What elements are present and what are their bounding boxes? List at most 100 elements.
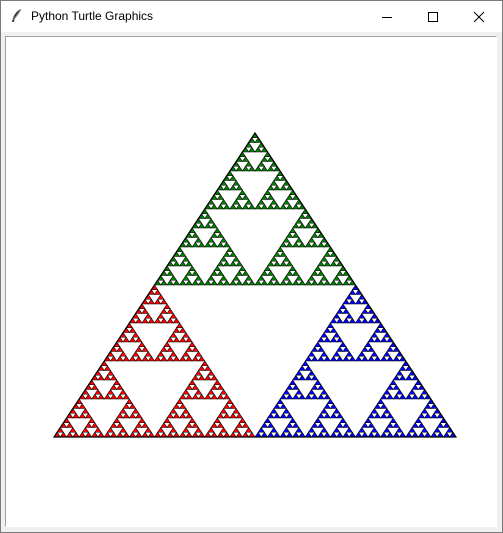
- fractal-leaf-triangle: [392, 422, 401, 428]
- fractal-leaf-triangle: [182, 350, 190, 357]
- fractal-leaf-triangle: [216, 431, 225, 438]
- fractal-leaf-triangle: [204, 365, 212, 371]
- fractal-leaf-triangle: [223, 184, 231, 191]
- fractal-leaf-triangle: [172, 327, 181, 333]
- fractal-leaf-triangle: [260, 270, 269, 276]
- fractal-leaf-triangle: [298, 393, 306, 400]
- fractal-leaf-triangle: [169, 426, 178, 433]
- fractal-leaf-triangle: [282, 388, 291, 395]
- fractal-leaf-triangle: [320, 350, 328, 357]
- fractal-leaf-triangle: [191, 346, 200, 352]
- fractal-leaf-triangle: [153, 317, 162, 324]
- fractal-leaf-triangle: [282, 198, 291, 205]
- fractal-leaf-triangle: [273, 260, 281, 267]
- fractal-leaf-triangle: [185, 422, 193, 428]
- fractal-leaf-triangle: [116, 355, 124, 362]
- fractal-leaf-triangle: [257, 160, 265, 167]
- fractal-leaf-triangle: [292, 384, 300, 390]
- fractal-leaf-triangle: [241, 270, 250, 276]
- fractal-leaf-triangle: [408, 388, 416, 395]
- fractal-leaf-triangle: [223, 279, 231, 286]
- fractal-leaf-triangle: [119, 407, 127, 414]
- fractal-leaf-triangle: [185, 260, 193, 267]
- fractal-leaf-triangle: [298, 241, 306, 248]
- fractal-leaf-triangle: [329, 336, 338, 343]
- fractal-leaf-triangle: [160, 317, 168, 324]
- fractal-leaf-triangle: [329, 355, 338, 362]
- fractal-leaf-triangle: [336, 412, 344, 419]
- fractal-leaf-triangle: [260, 279, 269, 286]
- fractal-leaf-triangle: [59, 431, 68, 438]
- fractal-leaf-triangle: [354, 431, 363, 438]
- fractal-leaf-triangle: [295, 388, 303, 395]
- fractal-leaf-triangle: [153, 355, 162, 362]
- fractal-leaf-triangle: [310, 241, 319, 248]
- fractal-leaf-triangle: [380, 431, 388, 438]
- fractal-leaf-triangle: [87, 417, 96, 424]
- fractal-leaf-triangle: [109, 422, 118, 428]
- fractal-leaf-triangle: [185, 431, 193, 438]
- fractal-leaf-triangle: [329, 431, 338, 438]
- fractal-leaf-triangle: [78, 431, 86, 438]
- fractal-leaf-triangle: [314, 379, 322, 386]
- fractal-leaf-triangle: [235, 270, 243, 276]
- fractal-leaf-triangle: [370, 407, 379, 414]
- fractal-leaf-triangle: [172, 403, 181, 409]
- fractal-leaf-triangle: [254, 203, 262, 210]
- maximize-button[interactable]: [410, 1, 456, 32]
- fractal-leaf-triangle: [119, 350, 127, 357]
- fractal-leaf-triangle: [160, 355, 168, 362]
- fractal-leaf-triangle: [398, 374, 407, 381]
- fractal-leaf-triangle: [383, 388, 391, 395]
- fractal-leaf-triangle: [213, 417, 222, 424]
- fractal-leaf-triangle: [411, 393, 419, 400]
- close-button[interactable]: [456, 1, 502, 32]
- minimize-button[interactable]: [364, 1, 410, 32]
- fractal-leaf-triangle: [288, 417, 297, 424]
- fractal-leaf-triangle: [310, 374, 319, 381]
- fractal-leaf-triangle: [241, 279, 250, 286]
- fractal-leaf-triangle: [213, 227, 222, 234]
- fractal-leaf-triangle: [295, 217, 303, 224]
- fractal-leaf-triangle: [197, 365, 206, 371]
- fractal-leaf-triangle: [373, 431, 382, 438]
- fractal-leaf-triangle: [405, 431, 413, 438]
- fractal-leaf-triangle: [229, 279, 237, 286]
- turtle-drawing-canvas[interactable]: [6, 37, 496, 526]
- fractal-leaf-triangle: [166, 431, 174, 438]
- fractal-leaf-triangle: [348, 431, 357, 438]
- fractal-leaf-triangle: [204, 279, 212, 286]
- fractal-leaf-triangle: [285, 412, 294, 419]
- fractal-leaf-triangle: [424, 412, 432, 419]
- fractal-leaf-triangle: [194, 350, 203, 357]
- fractal-leaf-triangle: [367, 431, 375, 438]
- fractal-leaf-triangle: [323, 355, 331, 362]
- fractal-leaf-triangle: [273, 279, 281, 286]
- fractal-leaf-triangle: [307, 369, 316, 376]
- fractal-leaf-triangle: [226, 246, 234, 253]
- fractal-leaf-triangle: [182, 407, 190, 414]
- fractal-leaf-triangle: [292, 232, 300, 238]
- fractal-leaf-triangle: [185, 270, 193, 276]
- fractal-leaf-triangle: [169, 312, 178, 319]
- fractal-leaf-triangle: [116, 431, 124, 438]
- fractal-leaf-triangle: [235, 431, 243, 438]
- fractal-leaf-triangle: [376, 398, 385, 405]
- fractal-leaf-triangle: [216, 241, 225, 248]
- fractal-leaf-triangle: [329, 412, 338, 419]
- fractal-leaf-triangle: [210, 241, 218, 248]
- fractal-leaf-triangle: [298, 213, 306, 219]
- title-bar[interactable]: Python Turtle Graphics: [1, 1, 502, 32]
- fractal-leaf-triangle: [260, 422, 269, 428]
- fractal-leaf-triangle: [185, 412, 193, 419]
- fractal-leaf-triangle: [323, 279, 331, 286]
- fractal-leaf-triangle: [219, 255, 228, 262]
- fractal-leaf-triangle: [197, 431, 206, 438]
- fractal-leaf-triangle: [223, 412, 231, 419]
- fractal-leaf-triangle: [282, 236, 291, 243]
- fractal-leaf-triangle: [204, 431, 212, 438]
- fractal-leaf-triangle: [91, 422, 99, 428]
- fractal-leaf-triangle: [172, 317, 181, 324]
- fractal-leaf-triangle: [398, 365, 407, 371]
- fractal-leaf-triangle: [179, 403, 187, 409]
